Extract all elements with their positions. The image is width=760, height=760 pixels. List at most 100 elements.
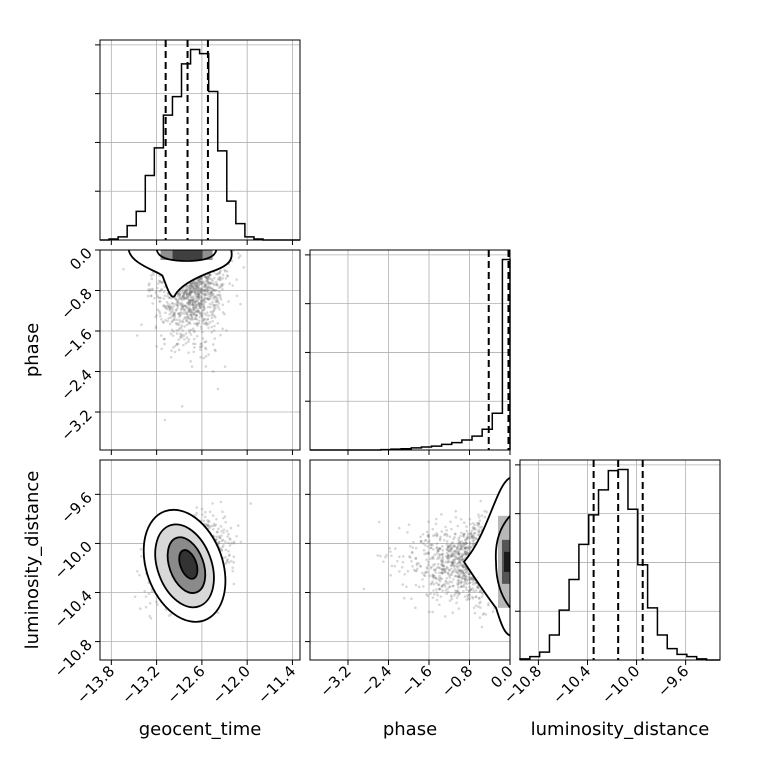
sample-point xyxy=(216,305,220,309)
sample-point xyxy=(425,567,429,570)
sample-point xyxy=(184,317,188,320)
sample-point xyxy=(225,274,229,277)
sample-point xyxy=(177,338,180,341)
sample-point xyxy=(464,567,468,571)
sample-point xyxy=(464,550,468,554)
sample-point xyxy=(228,537,232,540)
sample-point xyxy=(187,293,191,297)
sample-point xyxy=(207,519,211,523)
sample-point xyxy=(446,547,449,551)
histogram-luminosity-distance: −10.8 −10.4 −10.0 −9.6 xyxy=(500,459,721,707)
sample-point xyxy=(438,587,442,591)
sample-point xyxy=(206,280,210,283)
sample-point xyxy=(191,295,195,298)
sample-point xyxy=(426,545,430,548)
sample-point xyxy=(461,544,465,548)
sample-point xyxy=(182,343,185,347)
sample-point xyxy=(210,313,213,317)
sample-point xyxy=(441,568,444,572)
sample-point xyxy=(212,309,216,313)
sample-point xyxy=(167,302,170,306)
sample-point xyxy=(457,549,460,553)
sample-point xyxy=(446,560,450,563)
sample-point xyxy=(209,273,212,277)
sample-point xyxy=(193,287,197,291)
sample-point xyxy=(436,550,439,553)
sample-point xyxy=(184,288,187,292)
sample-point xyxy=(440,571,443,575)
sample-point xyxy=(189,298,193,302)
sample-point xyxy=(178,292,182,296)
sample-point xyxy=(202,285,205,289)
sample-point xyxy=(219,500,223,504)
sample-point xyxy=(216,387,220,391)
sample-point xyxy=(209,525,212,528)
sample-point xyxy=(457,552,461,555)
sample-point xyxy=(455,550,458,553)
sample-point xyxy=(181,305,185,308)
sample-point xyxy=(462,557,465,561)
sample-point xyxy=(225,270,229,273)
sample-point xyxy=(199,304,202,308)
sample-point xyxy=(216,322,220,325)
sample-point xyxy=(470,529,473,533)
sample-point xyxy=(155,600,158,604)
sample-point xyxy=(146,294,150,298)
sample-point xyxy=(159,334,163,337)
sample-point xyxy=(203,284,206,288)
sample-point xyxy=(204,313,208,317)
sample-point xyxy=(180,405,184,408)
sample-point xyxy=(469,536,473,540)
sample-point xyxy=(199,306,203,310)
sample-point xyxy=(175,332,179,335)
sample-point xyxy=(452,552,455,556)
sample-point xyxy=(195,322,199,325)
sample-point xyxy=(190,311,194,315)
sample-point xyxy=(203,285,207,289)
sample-point xyxy=(228,282,231,285)
sample-point xyxy=(201,319,204,322)
sample-point xyxy=(221,510,224,514)
y-tick-label-phase: −1.6 xyxy=(57,325,95,363)
sample-point xyxy=(189,333,193,336)
sample-point xyxy=(448,580,452,583)
sample-point xyxy=(187,306,191,309)
sample-point xyxy=(485,510,488,514)
sample-point xyxy=(464,551,467,554)
sample-point xyxy=(150,590,154,594)
sample-point xyxy=(158,280,162,283)
sample-point xyxy=(187,321,191,325)
sample-point xyxy=(213,348,217,352)
sample-point xyxy=(200,299,204,303)
sample-point xyxy=(440,513,443,516)
sample-point xyxy=(199,302,203,306)
sample-point xyxy=(477,528,480,532)
sample-point xyxy=(173,312,176,315)
sample-point xyxy=(150,294,153,298)
sample-point xyxy=(198,289,201,293)
sample-point xyxy=(206,305,210,309)
sample-point xyxy=(456,579,460,582)
histogram-step-geocent_time xyxy=(100,48,300,241)
sample-point xyxy=(156,603,159,606)
sample-point xyxy=(189,290,193,294)
sample-point xyxy=(443,532,447,536)
sample-point xyxy=(227,554,231,558)
sample-point xyxy=(462,553,465,556)
sample-point xyxy=(178,313,181,317)
sample-point xyxy=(446,549,450,552)
sample-point xyxy=(215,300,219,304)
sample-point xyxy=(232,561,236,564)
sample-point xyxy=(451,562,455,566)
sample-point xyxy=(195,506,199,509)
sample-point xyxy=(169,311,173,314)
sample-point xyxy=(465,537,469,541)
sample-point xyxy=(206,297,210,301)
sample-point xyxy=(205,278,209,281)
sample-point xyxy=(471,534,474,538)
sample-point xyxy=(449,555,453,558)
sample-point xyxy=(205,287,209,291)
sample-point xyxy=(191,303,194,306)
sample-point xyxy=(462,573,466,576)
sample-point xyxy=(186,295,189,299)
